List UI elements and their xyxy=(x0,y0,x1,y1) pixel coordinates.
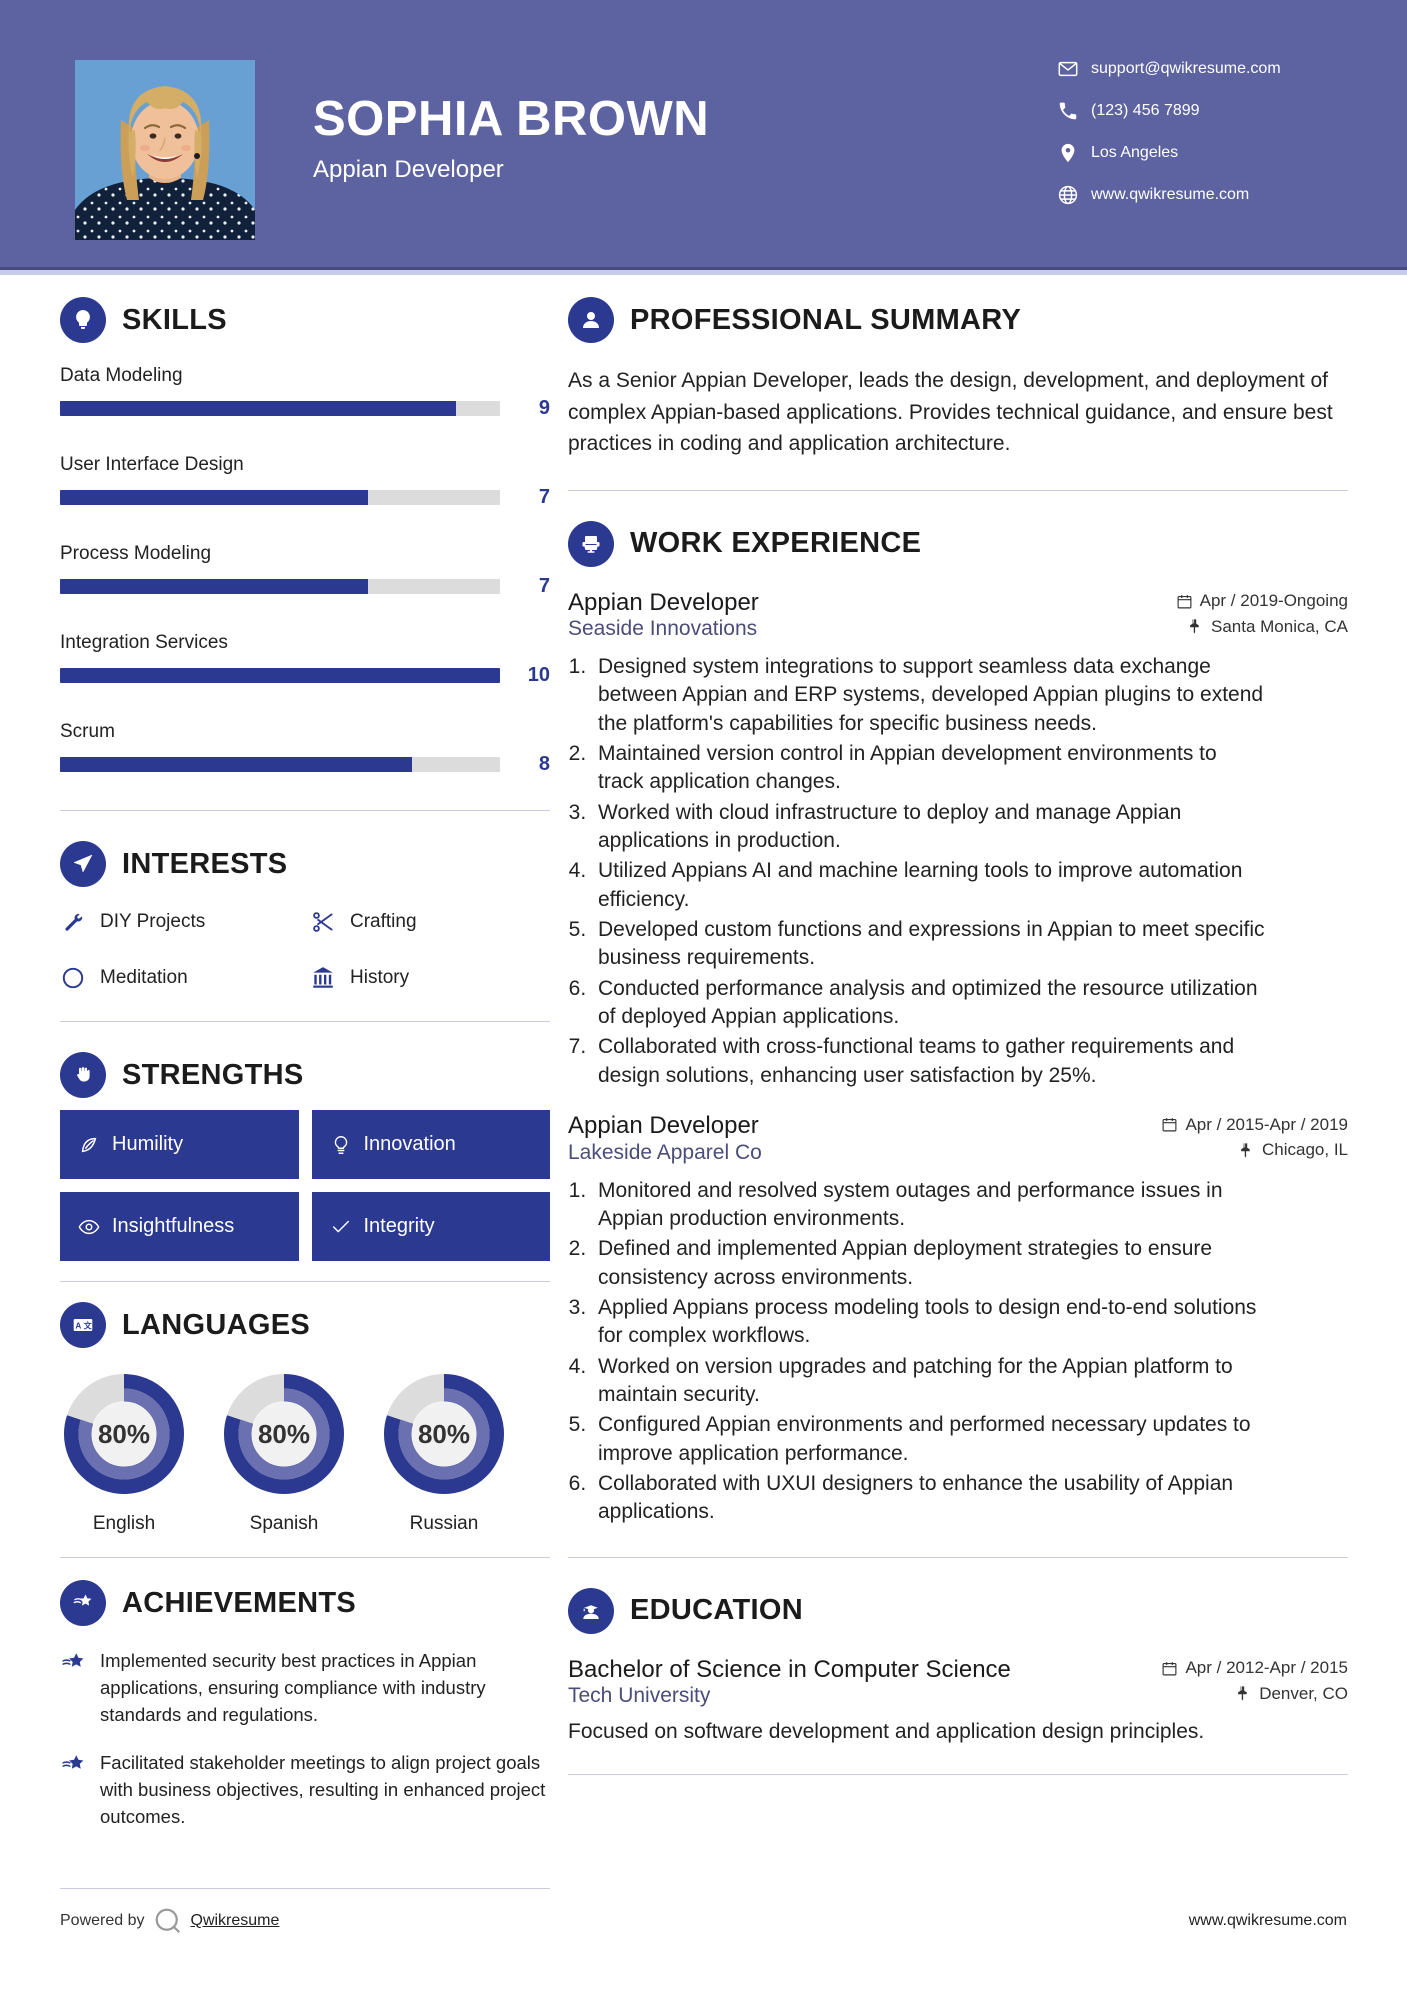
svg-text:A: A xyxy=(75,1321,81,1330)
svg-text:文: 文 xyxy=(84,1320,93,1330)
svg-text:80%: 80% xyxy=(98,1419,150,1449)
svg-text:80%: 80% xyxy=(258,1419,310,1449)
svg-text:80%: 80% xyxy=(418,1419,470,1449)
